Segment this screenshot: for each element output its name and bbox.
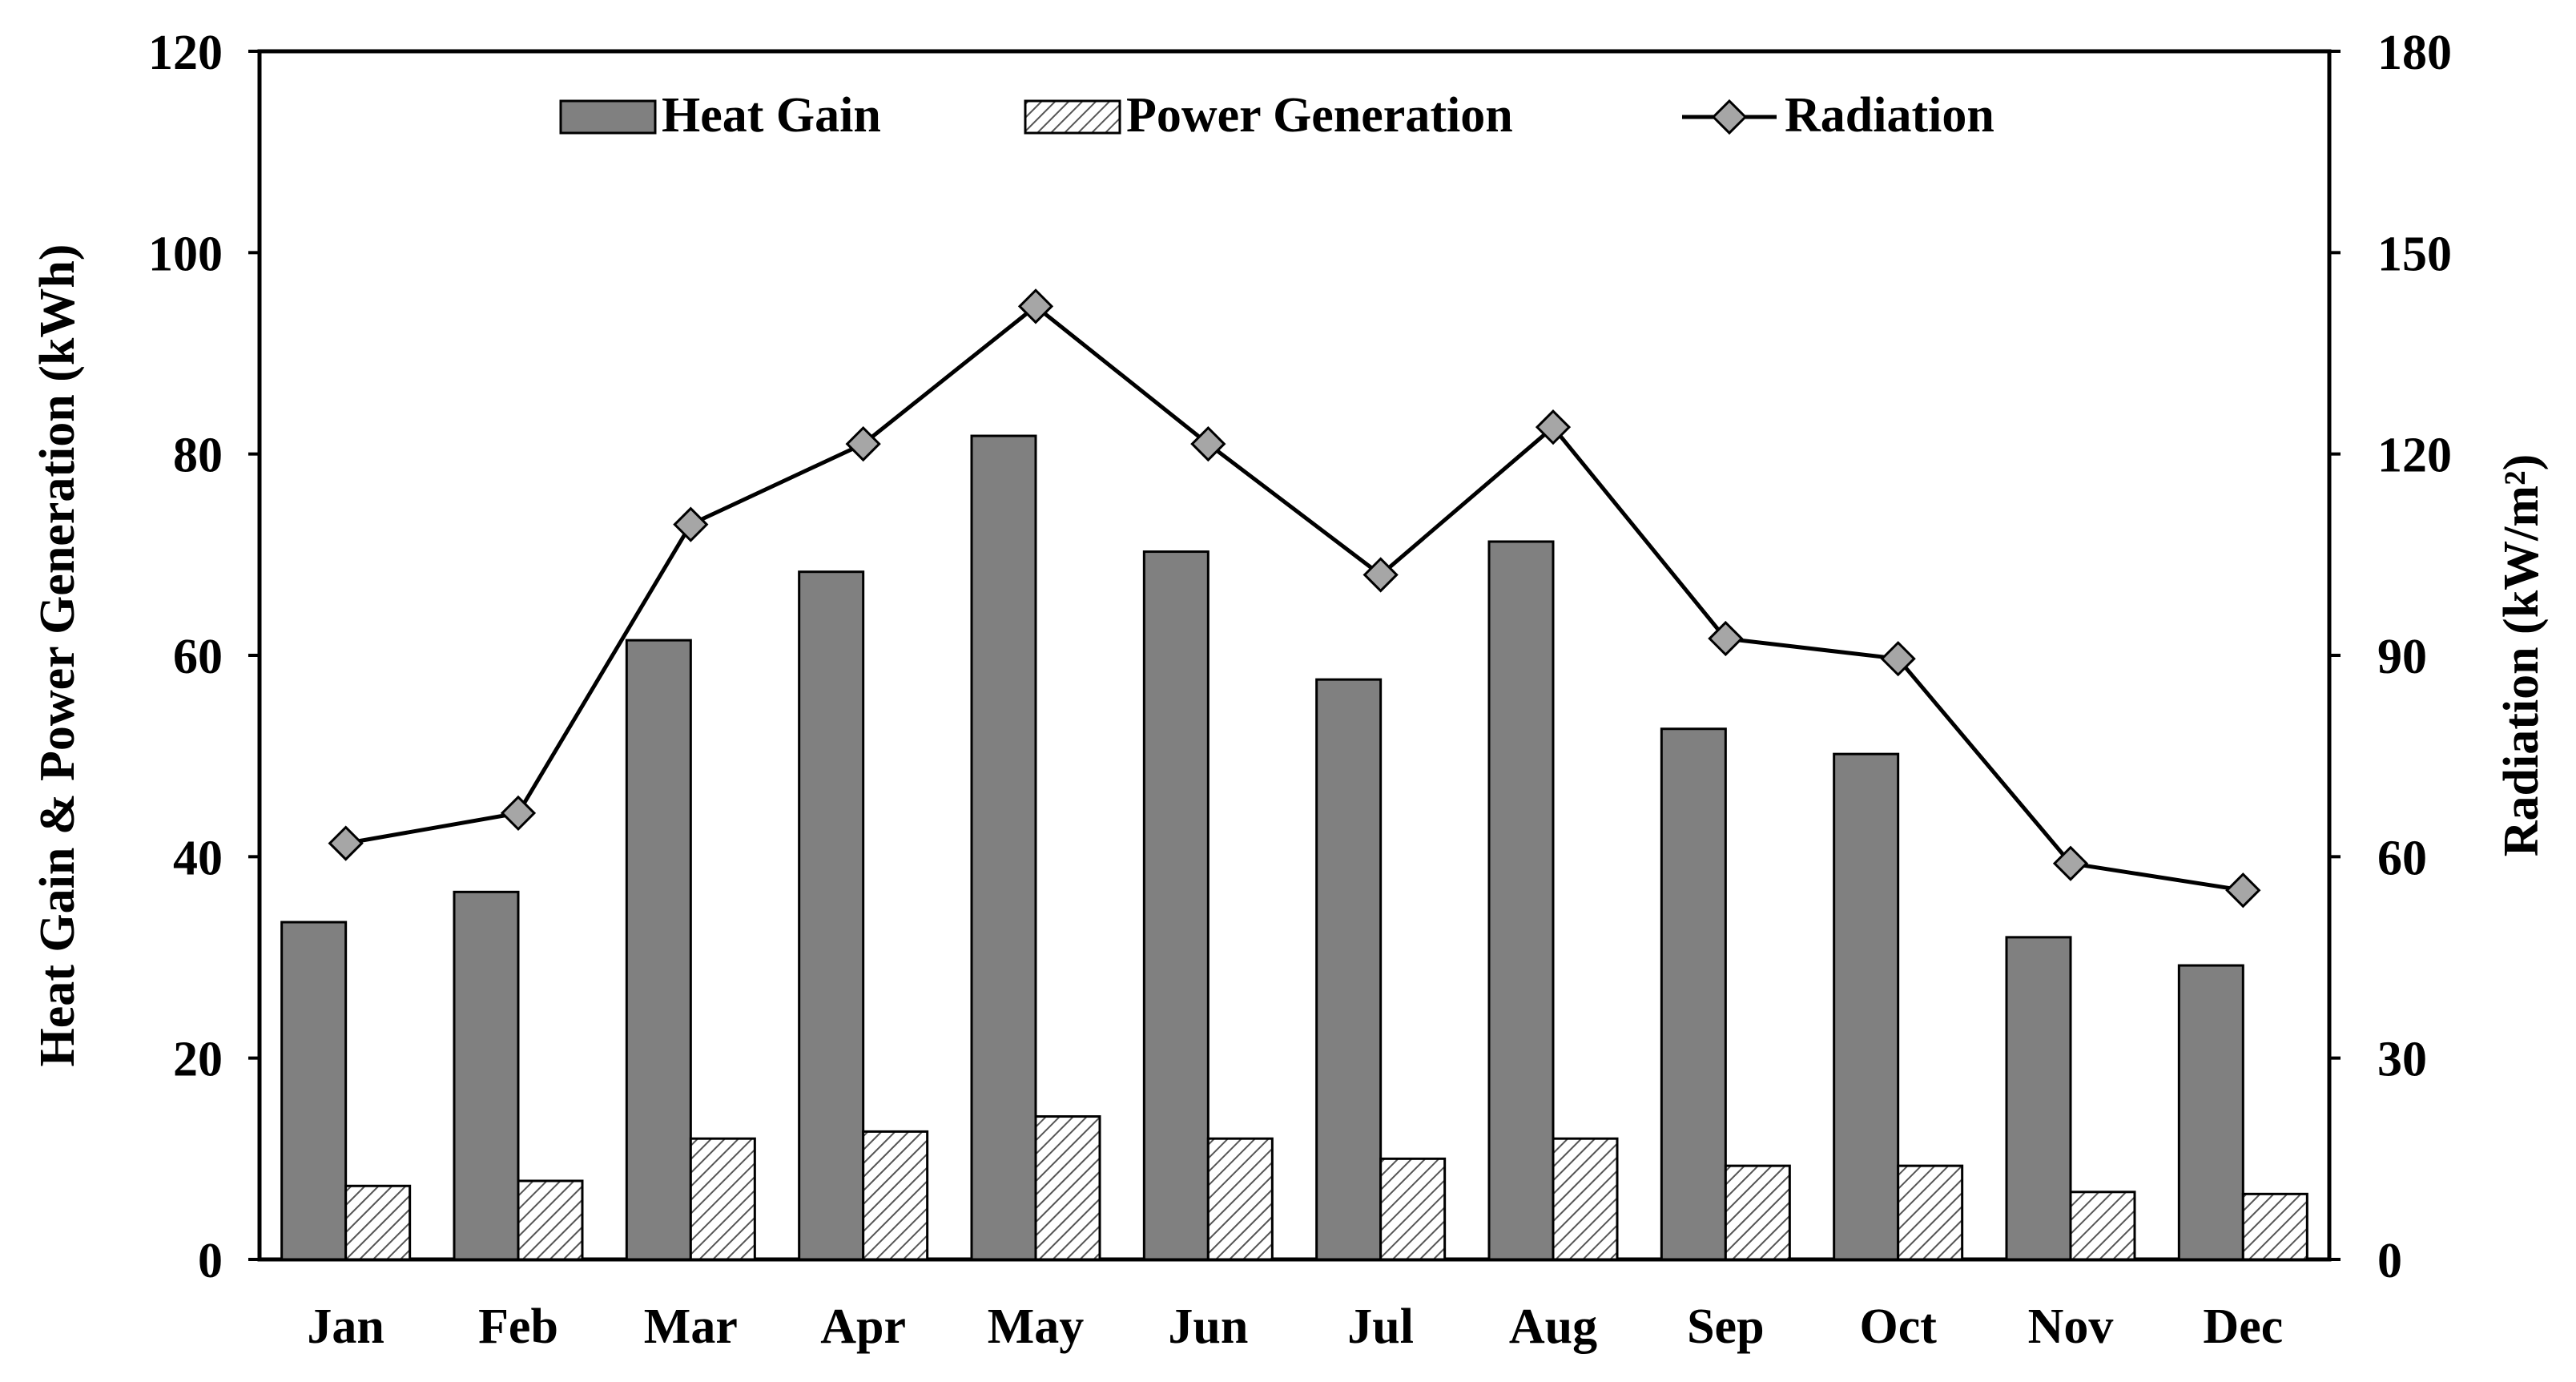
x-tick-label-aug: Aug <box>1509 1299 1597 1354</box>
radiation-point-oct <box>1880 641 1916 677</box>
bar-heat-gain-jan <box>280 921 348 1261</box>
x-tick-label-mar: Mar <box>644 1299 738 1354</box>
power-generation-bars <box>344 1115 2308 1261</box>
radiation-series-line <box>345 304 2244 892</box>
radiation-point-aug <box>1535 409 1572 445</box>
heat-gain-bars <box>280 434 2244 1261</box>
x-tick-label-sep: Sep <box>1687 1299 1764 1354</box>
radiation-point-jul <box>1362 557 1399 593</box>
radiation-point-mar <box>673 506 709 542</box>
bar-power-generation-feb <box>517 1179 584 1261</box>
bar-power-generation-jul <box>1379 1157 1447 1261</box>
radiation-point-sep <box>1708 620 1744 657</box>
bar-heat-gain-mar <box>625 639 692 1261</box>
bar-power-generation-may <box>1034 1115 1101 1261</box>
y-tick-label-0: 0 <box>198 1234 223 1288</box>
bar-power-generation-mar <box>689 1137 756 1261</box>
y-tick-label-120: 120 <box>148 26 223 80</box>
y-tick-label-40: 40 <box>173 831 223 885</box>
legend: Heat Gain Power Generation Radiation <box>559 88 1994 143</box>
bar-power-generation-nov <box>2069 1191 2136 1261</box>
y-axis-title: Heat Gain & Power Generation (kWh) <box>30 244 85 1067</box>
bar-heat-gain-oct <box>1833 752 1900 1261</box>
y-tick-label-100: 100 <box>148 227 223 281</box>
legend-swatch-power-generation <box>1024 99 1121 135</box>
x-tick-label-dec: Dec <box>2203 1299 2283 1354</box>
y2-tick-label-120: 120 <box>2377 429 2452 483</box>
x-tick-label-feb: Feb <box>478 1299 558 1354</box>
bar-power-generation-apr <box>862 1130 929 1261</box>
y-tick-label-80: 80 <box>173 429 223 483</box>
bar-heat-gain-may <box>970 434 1037 1261</box>
y2-tick-label-60: 60 <box>2377 831 2427 885</box>
bar-heat-gain-apr <box>798 570 865 1261</box>
x-tick-label-jun: Jun <box>1168 1299 1248 1354</box>
y2-axis-title: Radiation (kW/m²) <box>2494 454 2549 857</box>
bar-heat-gain-dec <box>2177 964 2244 1261</box>
x-tick-label-apr: Apr <box>820 1299 906 1354</box>
x-tick-label-jan: Jan <box>307 1299 384 1354</box>
radiation-point-feb <box>500 795 537 831</box>
legend-marker-radiation <box>1711 99 1748 135</box>
y-tick-label-60: 60 <box>173 630 223 684</box>
radiation-point-jan <box>328 825 364 861</box>
legend-swatch-heat-gain <box>559 99 657 135</box>
x-tick-label-may: May <box>988 1299 1085 1354</box>
bar-power-generation-sep <box>1724 1164 1791 1261</box>
y2-tick-label-90: 90 <box>2377 630 2427 684</box>
radiation-point-dec <box>2225 872 2261 909</box>
right-axis-ticks: 0 30 60 90 120 150 180 <box>2329 26 2452 1288</box>
y2-tick-label-0: 0 <box>2377 1234 2402 1288</box>
radiation-point-jun <box>1190 425 1226 462</box>
x-tick-label-jul: Jul <box>1347 1299 1414 1354</box>
legend-label-heat-gain: Heat Gain <box>662 88 881 143</box>
x-tick-label-nov: Nov <box>2028 1299 2114 1354</box>
bar-power-generation-oct <box>1897 1164 1964 1261</box>
bar-power-generation-jun <box>1206 1137 1274 1261</box>
legend-label-power-generation: Power Generation <box>1126 88 1513 143</box>
bar-power-generation-aug <box>1552 1137 1619 1261</box>
y2-tick-label-180: 180 <box>2377 26 2452 80</box>
bar-heat-gain-nov <box>2005 936 2072 1261</box>
radiation-point-nov <box>2052 845 2089 881</box>
bar-power-generation-dec <box>2241 1192 2308 1261</box>
x-axis-ticks: Jan Feb Mar Apr May Jun Jul Aug Sep Oct Nov Dec <box>307 1299 2283 1354</box>
y2-tick-label-30: 30 <box>2377 1033 2427 1087</box>
bar-heat-gain-sep <box>1660 727 1727 1261</box>
y2-tick-label-150: 150 <box>2377 227 2452 281</box>
bar-power-generation-jan <box>344 1184 412 1261</box>
radiation-point-may <box>1017 288 1054 324</box>
legend-label-radiation: Radiation <box>1785 88 1994 143</box>
bar-heat-gain-jul <box>1315 678 1383 1261</box>
x-tick-label-oct: Oct <box>1859 1299 1937 1354</box>
y-tick-label-20: 20 <box>173 1033 223 1087</box>
left-axis-ticks: 0 20 40 60 80 100 120 <box>148 26 260 1288</box>
bar-heat-gain-aug <box>1487 540 1555 1261</box>
bar-heat-gain-jun <box>1142 550 1210 1261</box>
bar-heat-gain-feb <box>453 890 520 1261</box>
radiation-line <box>328 288 2261 909</box>
radiation-point-apr <box>845 425 881 462</box>
